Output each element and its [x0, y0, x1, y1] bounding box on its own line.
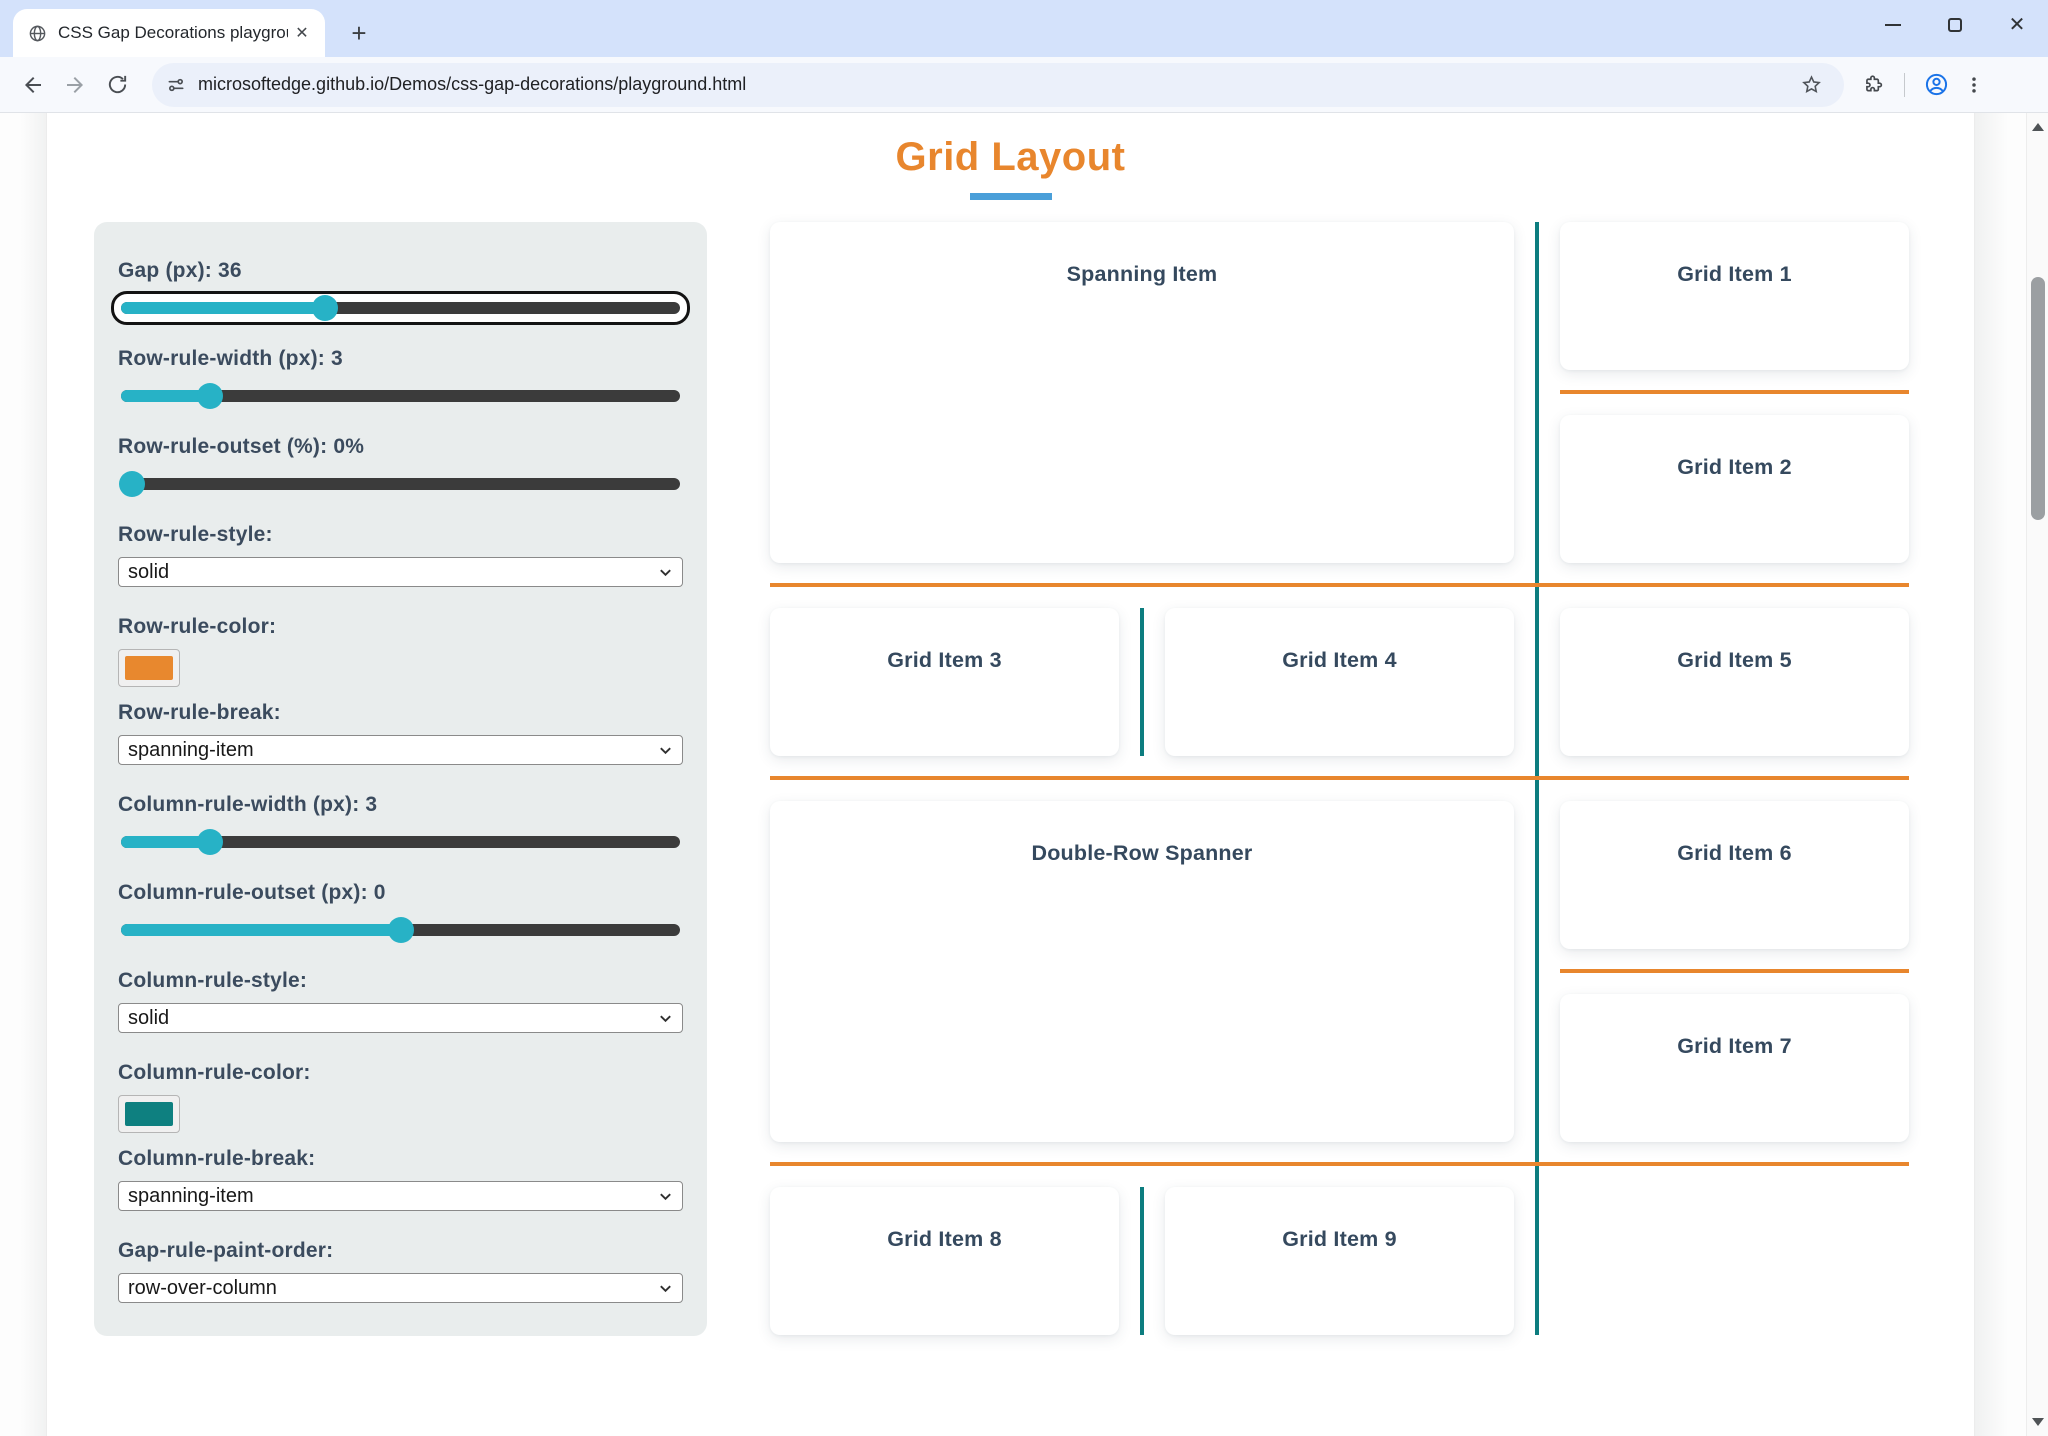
gap-slider[interactable] [111, 291, 690, 325]
chevron-down-icon [660, 746, 671, 754]
select-value: spanning-item [128, 738, 254, 761]
globe-favicon-icon [28, 24, 47, 43]
chevron-down-icon [660, 1284, 671, 1292]
profile-avatar[interactable] [1917, 66, 1955, 104]
url-text[interactable]: microsoftedge.github.io/Demos/css-gap-de… [198, 74, 747, 94]
tab-close-icon[interactable]: ✕ [295, 25, 309, 42]
row-rule-outset-label: Row-rule-outset (%): 0% [118, 435, 365, 458]
grid-item-double-row-spanner: Double-Row Spanner [770, 801, 1514, 1142]
tab-title: CSS Gap Decorations playgroun [58, 23, 288, 42]
row-rule-color-label: Row-rule-color: [118, 615, 277, 638]
select-value: row-over-column [128, 1276, 277, 1299]
row-rule-line [770, 776, 1909, 780]
url-bar[interactable]: microsoftedge.github.io/Demos/css-gap-de… [152, 62, 1844, 107]
grid-item-8: Grid Item 8 [770, 1187, 1119, 1335]
column-rule-width-label: Column-rule-width (px): 3 [118, 793, 378, 816]
grid-item-9: Grid Item 9 [1165, 1187, 1514, 1335]
extensions-icon[interactable] [1854, 66, 1892, 104]
toolbar-separator [1904, 72, 1905, 97]
forward-button[interactable] [54, 64, 96, 106]
grid-item-3: Grid Item 3 [770, 608, 1119, 756]
column-rule-color-picker[interactable] [118, 1095, 180, 1133]
window-minimize-button[interactable] [1862, 0, 1924, 50]
slider-thumb[interactable] [119, 471, 146, 497]
gap-rule-paint-order-select[interactable]: row-over-column [118, 1273, 683, 1303]
gap-slider-label: Gap (px): 36 [118, 259, 242, 282]
menu-kebab-icon[interactable] [1955, 66, 1993, 104]
browser-toolbar: microsoftedge.github.io/Demos/css-gap-de… [0, 57, 2048, 113]
slider-thumb[interactable] [312, 295, 339, 321]
scrollbar-thumb[interactable] [2031, 277, 2045, 520]
column-rule-break-select[interactable]: spanning-item [118, 1181, 683, 1211]
row-rule-segment [1560, 390, 1909, 394]
grid-item-7: Grid Item 7 [1560, 994, 1909, 1142]
page-content: Grid Layout Gap (px): 36 Row-rule-width … [0, 113, 2048, 1436]
grid-item-2: Grid Item 2 [1560, 415, 1909, 563]
grid-item-spanning: Spanning Item [770, 222, 1514, 563]
page-title: Grid Layout [895, 135, 1126, 179]
row-rule-outset-slider[interactable] [118, 469, 683, 499]
back-button[interactable] [12, 64, 54, 106]
scrollbar-down-arrow[interactable] [2032, 1418, 2044, 1426]
select-value: solid [128, 560, 170, 583]
browser-tab[interactable]: CSS Gap Decorations playgroun ✕ [13, 9, 325, 57]
site-settings-icon[interactable] [166, 75, 186, 95]
row-rule-width-slider[interactable] [118, 381, 683, 411]
grid-item-4: Grid Item 4 [1165, 608, 1514, 756]
grid-item-1: Grid Item 1 [1560, 222, 1909, 370]
gap-rule-paint-order-label: Gap-rule-paint-order: [118, 1239, 334, 1262]
chevron-down-icon [660, 1192, 671, 1200]
column-rule-segment [1140, 1187, 1144, 1335]
column-rule-break-label: Column-rule-break: [118, 1147, 316, 1170]
page-left-gutter [0, 113, 47, 1436]
grid-demo: Spanning Item Grid Item 1 Grid Item 2 Gr… [770, 222, 1909, 1335]
chevron-down-icon [660, 568, 671, 576]
window-maximize-button[interactable] [1924, 0, 1986, 50]
row-rule-line [770, 1162, 1909, 1166]
row-rule-style-label: Row-rule-style: [118, 523, 273, 546]
browser-tab-strip: CSS Gap Decorations playgroun ✕ + ✕ [0, 0, 2048, 57]
row-rule-break-select[interactable]: spanning-item [118, 735, 683, 765]
title-underline [969, 193, 1052, 200]
scrollbar-up-arrow[interactable] [2032, 123, 2044, 131]
page-right-gutter [1974, 113, 2026, 1436]
column-rule-color-label: Column-rule-color: [118, 1061, 311, 1084]
column-rule-segment [1140, 608, 1144, 756]
select-value: spanning-item [128, 1184, 254, 1207]
column-rule-style-label: Column-rule-style: [118, 969, 308, 992]
page-scrollbar[interactable] [2026, 113, 2048, 1436]
bookmark-star-icon[interactable] [1792, 66, 1830, 104]
row-rule-width-label: Row-rule-width (px): 3 [118, 347, 343, 370]
slider-thumb[interactable] [197, 383, 224, 409]
slider-thumb[interactable] [387, 917, 414, 943]
select-value: solid [128, 1006, 170, 1029]
color-swatch [125, 1102, 173, 1126]
grid-item-5: Grid Item 5 [1560, 608, 1909, 756]
row-rule-style-select[interactable]: solid [118, 557, 683, 587]
toolbar-actions [1854, 66, 1993, 104]
row-rule-line [770, 583, 1909, 587]
column-rule-outset-label: Column-rule-outset (px): 0 [118, 881, 386, 904]
slider-thumb[interactable] [197, 829, 224, 855]
row-rule-color-picker[interactable] [118, 649, 180, 687]
row-rule-break-label: Row-rule-break: [118, 701, 281, 724]
window-close-button[interactable]: ✕ [2008, 14, 2026, 36]
controls-panel: Gap (px): 36 Row-rule-width (px): 3 Row-… [94, 222, 707, 1336]
column-rule-width-slider[interactable] [118, 827, 683, 857]
color-swatch [125, 656, 173, 680]
new-tab-button[interactable]: + [351, 17, 367, 48]
column-rule-outset-slider[interactable] [118, 915, 683, 945]
window-controls: ✕ [1862, 0, 2048, 50]
row-rule-segment [1560, 969, 1909, 973]
column-rule-style-select[interactable]: solid [118, 1003, 683, 1033]
page-header: Grid Layout [47, 135, 1974, 200]
grid-item-6: Grid Item 6 [1560, 801, 1909, 949]
refresh-button[interactable] [96, 64, 138, 106]
chevron-down-icon [660, 1014, 671, 1022]
